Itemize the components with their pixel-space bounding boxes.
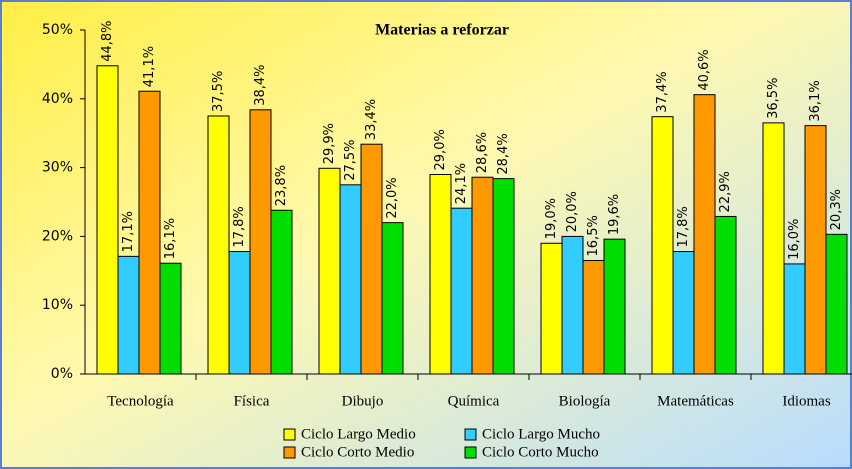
y-tick-label: 10% — [42, 297, 73, 313]
y-tick-label: 20% — [42, 228, 73, 244]
bar — [339, 184, 362, 375]
x-tick-label: Matemáticas — [657, 393, 734, 409]
bar — [429, 173, 452, 375]
bar — [561, 235, 584, 375]
bar — [117, 255, 140, 375]
bar — [714, 215, 737, 375]
data-label: 33,4% — [364, 99, 379, 140]
data-label: 16,5% — [586, 215, 601, 256]
x-tick-label: Tecnología — [107, 393, 174, 409]
data-label: 28,4% — [496, 133, 511, 174]
y-tick-label: 40% — [42, 91, 73, 107]
bar — [159, 262, 182, 375]
legend-swatch — [464, 428, 477, 441]
data-label: 38,4% — [253, 64, 268, 105]
legend-swatch — [283, 428, 296, 441]
data-label: 40,6% — [697, 49, 712, 90]
data-label: 22,0% — [385, 177, 400, 218]
data-label: 28,6% — [475, 132, 490, 173]
bar — [207, 115, 230, 375]
x-tick-label: Biología — [559, 393, 611, 409]
data-label: 41,1% — [142, 46, 157, 87]
legend-label: Ciclo Largo Medio — [301, 426, 416, 442]
data-label: 19,0% — [544, 198, 559, 239]
data-label: 16,1% — [163, 218, 178, 259]
data-label: 24,1% — [454, 163, 469, 204]
bar — [825, 233, 848, 375]
bar — [318, 167, 341, 375]
bar — [228, 251, 251, 375]
x-tick-label: Dibujo — [342, 393, 384, 409]
data-label: 37,4% — [655, 71, 670, 112]
chart-title: Materias a reforzar — [375, 22, 509, 39]
bar — [672, 251, 695, 375]
bar — [762, 122, 785, 375]
legend-swatch — [283, 446, 296, 459]
x-tick-label: Idiomas — [782, 393, 830, 409]
data-label: 23,8% — [274, 165, 289, 206]
bar — [249, 109, 272, 375]
data-label: 36,5% — [766, 78, 781, 119]
y-tick-label: 50% — [42, 22, 73, 38]
bar — [783, 263, 806, 375]
bar — [693, 94, 716, 375]
x-tick-label: Física — [234, 393, 270, 409]
bar — [96, 65, 119, 375]
data-label: 36,1% — [808, 80, 823, 121]
bar — [450, 207, 473, 375]
data-label: 17,8% — [232, 206, 247, 247]
bar — [360, 143, 383, 375]
y-tick-label: 30% — [42, 160, 73, 176]
data-label: 44,8% — [100, 20, 115, 61]
data-label: 20,0% — [565, 191, 580, 232]
x-tick-label: Química — [448, 393, 500, 409]
legend-swatch — [464, 446, 477, 459]
data-label: 22,9% — [718, 171, 733, 212]
data-label: 27,5% — [343, 139, 358, 180]
bar — [492, 178, 515, 375]
bar — [381, 222, 404, 375]
bar — [138, 90, 161, 375]
data-label: 16,0% — [787, 219, 802, 260]
bar — [540, 242, 563, 375]
bar — [471, 176, 494, 375]
bar — [804, 125, 827, 375]
legend-label: Ciclo Corto Medio — [301, 444, 414, 460]
legend-label: Ciclo Largo Mucho — [482, 426, 600, 442]
data-label: 20,3% — [829, 189, 844, 230]
data-label: 29,9% — [322, 123, 337, 164]
data-label: 17,8% — [676, 206, 691, 247]
data-label: 19,6% — [607, 194, 622, 235]
bar — [603, 238, 626, 375]
bar — [270, 209, 293, 375]
data-label: 17,1% — [121, 211, 136, 252]
bar — [582, 259, 605, 375]
y-tick-label: 0% — [51, 366, 73, 382]
data-label: 29,0% — [433, 129, 448, 170]
legend-label: Ciclo Corto Mucho — [482, 444, 599, 460]
bar — [651, 116, 674, 375]
data-label: 37,5% — [211, 71, 226, 112]
